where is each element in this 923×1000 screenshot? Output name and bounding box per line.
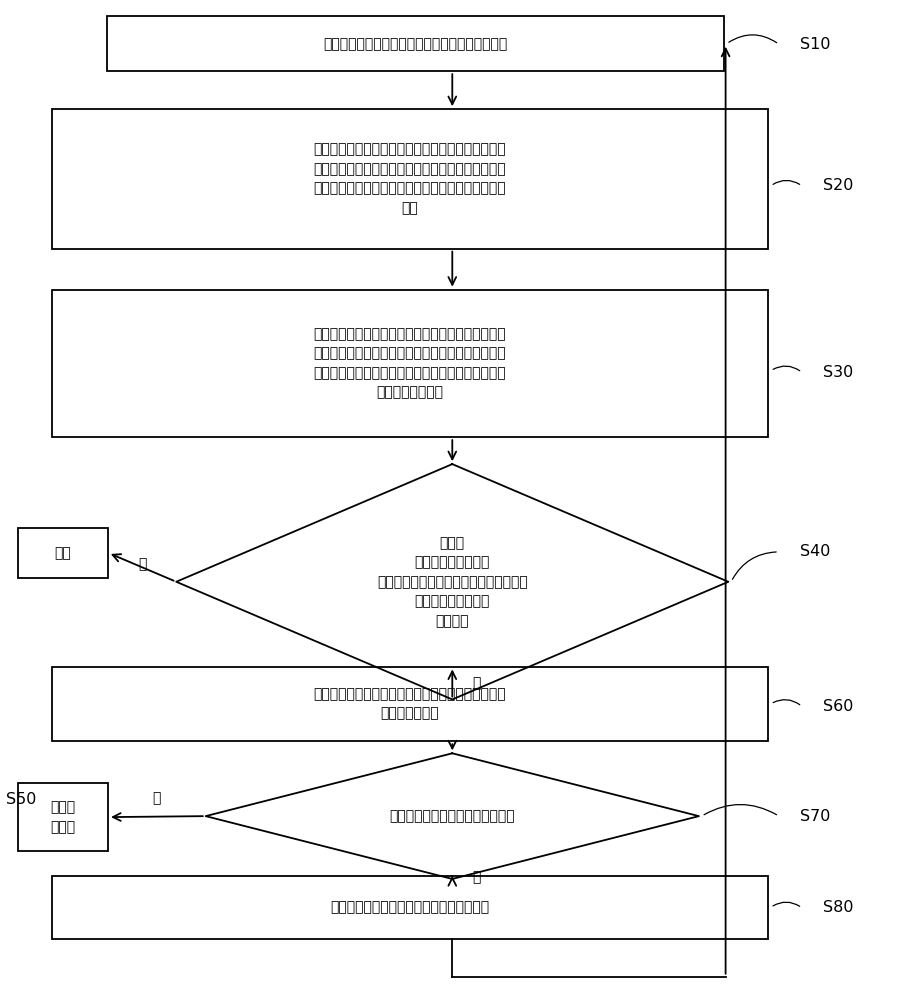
Text: 否: 否 <box>138 557 147 571</box>
Text: 否: 否 <box>152 791 162 805</box>
Polygon shape <box>176 464 728 699</box>
Text: S10: S10 <box>800 37 831 52</box>
Bar <box>107 16 724 71</box>
Text: S20: S20 <box>823 178 854 193</box>
Text: 记录第一温差与第二温差之间的差值的绝对值小于第
三预设值的次数: 记录第一温差与第二温差之间的差值的绝对值小于第 三预设值的次数 <box>314 687 507 721</box>
Text: 是: 是 <box>473 676 481 690</box>
Text: 当第二
温差小于第二预设值
时，判断第一温差与第二温差之间的差值
的绝对值是否小于第
三预设值: 当第二 温差小于第二预设值 时，判断第一温差与第二温差之间的差值 的绝对值是否小… <box>377 536 528 628</box>
Text: S80: S80 <box>823 900 854 915</box>
Text: 确定冷
媒故障: 确定冷 媒故障 <box>51 800 76 834</box>
Text: 当压缩机启动时，在压缩机持续运行第一预置时间后
，获取空调进风温度和室内换热器温度，并计算空调
进风温度与室内换热器温度之间的差值，设定为第一
温差: 当压缩机启动时，在压缩机持续运行第一预置时间后 ，获取空调进风温度和室内换热器温… <box>314 143 507 215</box>
Bar <box>52 667 768 741</box>
Text: 是: 是 <box>473 870 481 884</box>
Bar <box>18 528 108 578</box>
Text: S60: S60 <box>823 699 854 714</box>
Text: S30: S30 <box>823 365 854 380</box>
Bar <box>52 876 768 939</box>
Bar <box>18 783 108 851</box>
Text: 结束: 结束 <box>54 546 71 560</box>
Text: 判断记录的次数是否小于第一阈值: 判断记录的次数是否小于第一阈值 <box>390 809 515 823</box>
Text: 控制压缩机停机第三预置时间后，再次启动: 控制压缩机停机第三预置时间后，再次启动 <box>330 900 489 914</box>
Text: 在空调器制冷或除湿运行时，判断压缩机是否启动: 在空调器制冷或除湿运行时，判断压缩机是否启动 <box>323 37 508 51</box>
Bar <box>52 290 768 437</box>
Text: S70: S70 <box>800 809 831 824</box>
Text: S40: S40 <box>800 544 831 559</box>
Bar <box>52 109 768 249</box>
Text: 当第一温差小于第一预设值时，在压缩机持续运行第
二预置时间后，获取空调进风温度和室内换热器温度
，并计算空调进风温度与室内换热器温度之间的差值
，设定为第二温差: 当第一温差小于第一预设值时，在压缩机持续运行第 二预置时间后，获取空调进风温度和… <box>314 327 507 400</box>
Text: S50: S50 <box>6 792 36 807</box>
Polygon shape <box>206 753 699 879</box>
